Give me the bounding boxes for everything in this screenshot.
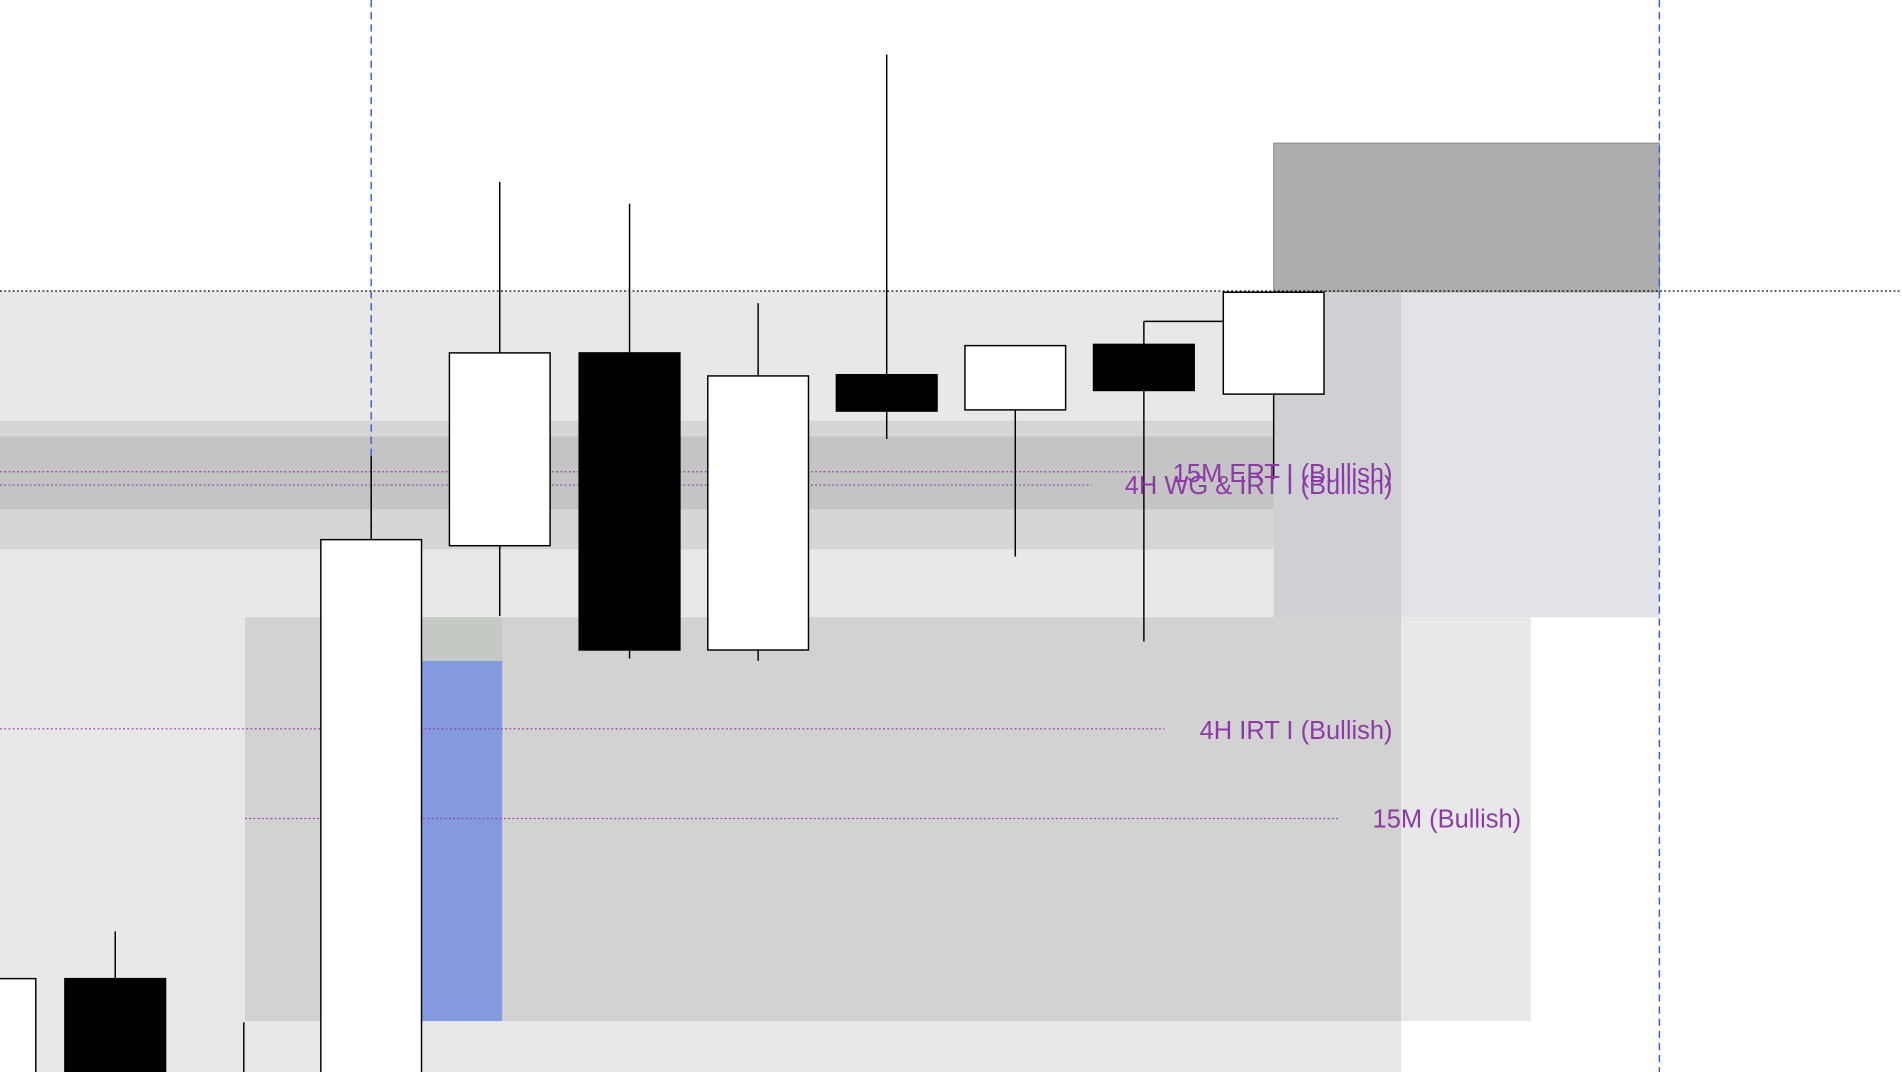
candle-body [448,352,551,547]
zone [422,617,503,661]
candle-body [578,352,681,651]
zone [1401,617,1531,1022]
annotation-label: 15M ERT I (Bullish) [1173,460,1393,488]
candle-body [1222,291,1325,395]
annotation-label: 4H IRT I (Bullish) [1200,717,1393,745]
candle-body [835,373,938,412]
candle-body [707,375,810,651]
labels: 15M ERT I (Bullish)4H WG & IRT I (Bullis… [1125,460,1521,834]
candle-body [320,538,423,1072]
annotation-label: 15M (Bullish) [1373,806,1522,834]
zone [422,660,503,1022]
zone [0,436,1402,510]
candle-body [64,977,167,1072]
candle-body [0,977,37,1072]
candles [0,54,1325,1072]
candle-body [1092,343,1195,392]
annotation-label: 4H WG & IRT I (Bullish) [1125,472,1393,500]
zone [1273,142,1660,293]
candle-body [964,344,1067,411]
